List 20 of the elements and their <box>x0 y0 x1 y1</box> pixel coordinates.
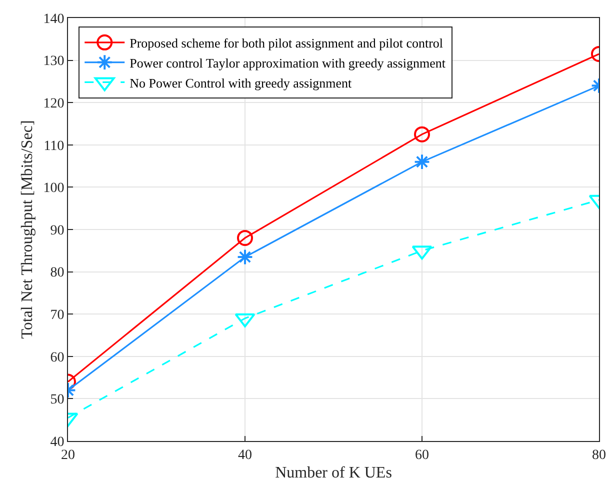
y-tick-label: 90 <box>50 223 64 238</box>
legend-label: Proposed scheme for both pilot assignment and pilot control <box>130 35 444 50</box>
y-tick-label: 40 <box>50 434 64 450</box>
legend-label: Power control Taylor approximation with greedy assignment <box>130 55 446 70</box>
y-tick-label: 100 <box>43 181 64 196</box>
y-tick-label: 70 <box>50 308 64 323</box>
y-tick-label: 120 <box>43 96 64 112</box>
legend-label: No Power Control with greedy assignment <box>130 75 352 90</box>
y-tick-label: 50 <box>50 392 64 408</box>
y-tick-label: 140 <box>43 12 64 27</box>
x-tick-label: 20 <box>61 448 75 463</box>
x-tick-label: 80 <box>592 448 606 463</box>
y-tick-label: 60 <box>50 350 64 366</box>
y-tick-label: 80 <box>50 266 64 281</box>
y-tick-label: 130 <box>43 54 64 70</box>
y-axis-title: Total Net Throughput [Mbits/Sec] <box>19 120 36 339</box>
x-axis-title: Number of K UEs <box>275 464 392 482</box>
x-tick-label: 40 <box>238 448 252 463</box>
y-tick-label: 110 <box>44 138 64 154</box>
x-tick-label: 60 <box>415 448 429 463</box>
